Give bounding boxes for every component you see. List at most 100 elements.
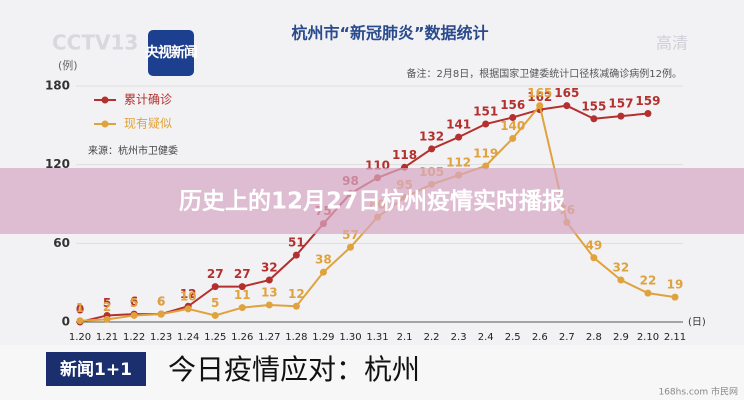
data-label: 132 — [419, 129, 444, 143]
data-point — [238, 304, 246, 312]
overlay-band — [0, 168, 744, 234]
x-tick-label: 2.2 — [424, 332, 440, 343]
y-tick-label: 120 — [45, 157, 70, 171]
x-tick-label: 1.31 — [366, 332, 388, 343]
data-point — [76, 317, 84, 325]
data-label: 12 — [288, 287, 305, 301]
data-point — [292, 302, 300, 310]
data-label: 155 — [581, 99, 606, 113]
x-tick-label: 2.10 — [637, 332, 659, 343]
data-label: 27 — [207, 267, 224, 281]
x-tick-label: 1.28 — [285, 332, 307, 343]
quality-badge: 高清 — [656, 34, 688, 53]
data-point — [103, 315, 111, 323]
x-tick-label: 2.6 — [532, 332, 548, 343]
data-point — [346, 243, 354, 251]
x-tick-label: 1.25 — [204, 332, 226, 343]
x-axis-label: (日) — [688, 317, 706, 328]
data-point — [184, 305, 192, 313]
data-point — [265, 301, 273, 309]
legend-dot — [101, 96, 109, 104]
x-tick-label: 1.22 — [123, 332, 145, 343]
data-point — [590, 115, 598, 123]
x-tick-label: 2.11 — [664, 332, 686, 343]
chart-title: 杭州市“新冠肺炎”数据统计 — [291, 24, 488, 43]
data-point — [644, 289, 652, 297]
data-label: 6 — [130, 295, 138, 309]
data-label: 159 — [635, 94, 660, 108]
x-tick-label: 1.24 — [177, 332, 199, 343]
data-point — [536, 102, 544, 110]
x-tick-label: 2.8 — [586, 332, 602, 343]
data-point — [509, 134, 517, 142]
chart-source: 来源：杭州市卫健委 — [88, 144, 178, 157]
data-label: 151 — [473, 105, 498, 119]
data-label: 118 — [392, 148, 417, 162]
x-tick-label: 2.4 — [478, 332, 494, 343]
x-tick-label: 2.3 — [451, 332, 467, 343]
data-label: 157 — [608, 97, 633, 111]
x-tick-label: 1.29 — [312, 332, 334, 343]
x-tick-label: 1.30 — [339, 332, 361, 343]
x-tick-label: 1.26 — [231, 332, 253, 343]
data-label: 51 — [288, 236, 305, 250]
data-label: 165 — [554, 86, 579, 100]
data-point — [428, 145, 436, 153]
data-label: 49 — [586, 238, 603, 252]
program-name: 新闻1+1 — [60, 359, 132, 380]
data-label: 11 — [234, 288, 251, 302]
data-label: 27 — [234, 267, 251, 281]
logo-box — [148, 30, 194, 76]
data-point — [157, 310, 165, 318]
channel-logo: CCTV13 — [52, 31, 138, 55]
data-point — [455, 133, 463, 141]
data-point — [319, 268, 327, 276]
data-label: 0 — [76, 303, 84, 317]
data-label: 32 — [613, 261, 630, 275]
data-point — [211, 311, 219, 319]
data-point — [482, 162, 490, 170]
data-label: 141 — [446, 118, 471, 132]
x-tick-label: 2.7 — [559, 332, 575, 343]
data-label: 156 — [500, 98, 525, 112]
data-label: 165 — [527, 86, 552, 100]
caption: 今日疫情应对：杭州 — [168, 353, 420, 386]
legend-label: 累计确诊 — [124, 93, 172, 107]
data-point — [617, 112, 625, 120]
x-tick-label: 1.20 — [69, 332, 91, 343]
news-logo: 央视新闻 — [145, 44, 198, 61]
legend-dot — [101, 120, 109, 128]
data-label: 162 — [527, 90, 552, 104]
y-tick-label: 60 — [53, 236, 70, 250]
data-label: 5 — [211, 296, 219, 310]
data-point — [482, 120, 490, 128]
data-point — [130, 311, 138, 319]
data-point — [617, 276, 625, 284]
data-point — [671, 293, 679, 301]
legend-label: 现有疑似 — [124, 116, 172, 131]
x-tick-label: 2.5 — [505, 332, 521, 343]
data-label: 2 — [103, 300, 111, 314]
data-point — [590, 254, 598, 262]
y-tick-label: 0 — [62, 315, 70, 329]
data-label: 32 — [261, 261, 278, 275]
data-point — [211, 283, 219, 291]
data-point — [238, 283, 246, 291]
data-label: 6 — [157, 295, 165, 309]
watermark: 168hs.com 市民网 — [658, 386, 738, 398]
y-axis-label: (例) — [58, 58, 78, 72]
data-label: 5 — [103, 296, 111, 310]
chart-note: 备注：2月8日，根据国家卫健委统计口径核减确诊病例12例。 — [407, 67, 682, 80]
data-label: 38 — [315, 253, 332, 267]
data-label: 1 — [76, 301, 84, 315]
x-tick-label: 2.1 — [397, 332, 413, 343]
overlay-title: 历史上的12月27日杭州疫情实时播报 — [179, 188, 565, 215]
program-box — [46, 352, 146, 386]
data-point — [509, 113, 517, 121]
data-point — [563, 102, 571, 110]
y-tick-label: 180 — [45, 79, 70, 93]
data-label: 10 — [180, 289, 197, 303]
data-label: 22 — [640, 274, 657, 288]
data-label: 112 — [446, 156, 471, 170]
